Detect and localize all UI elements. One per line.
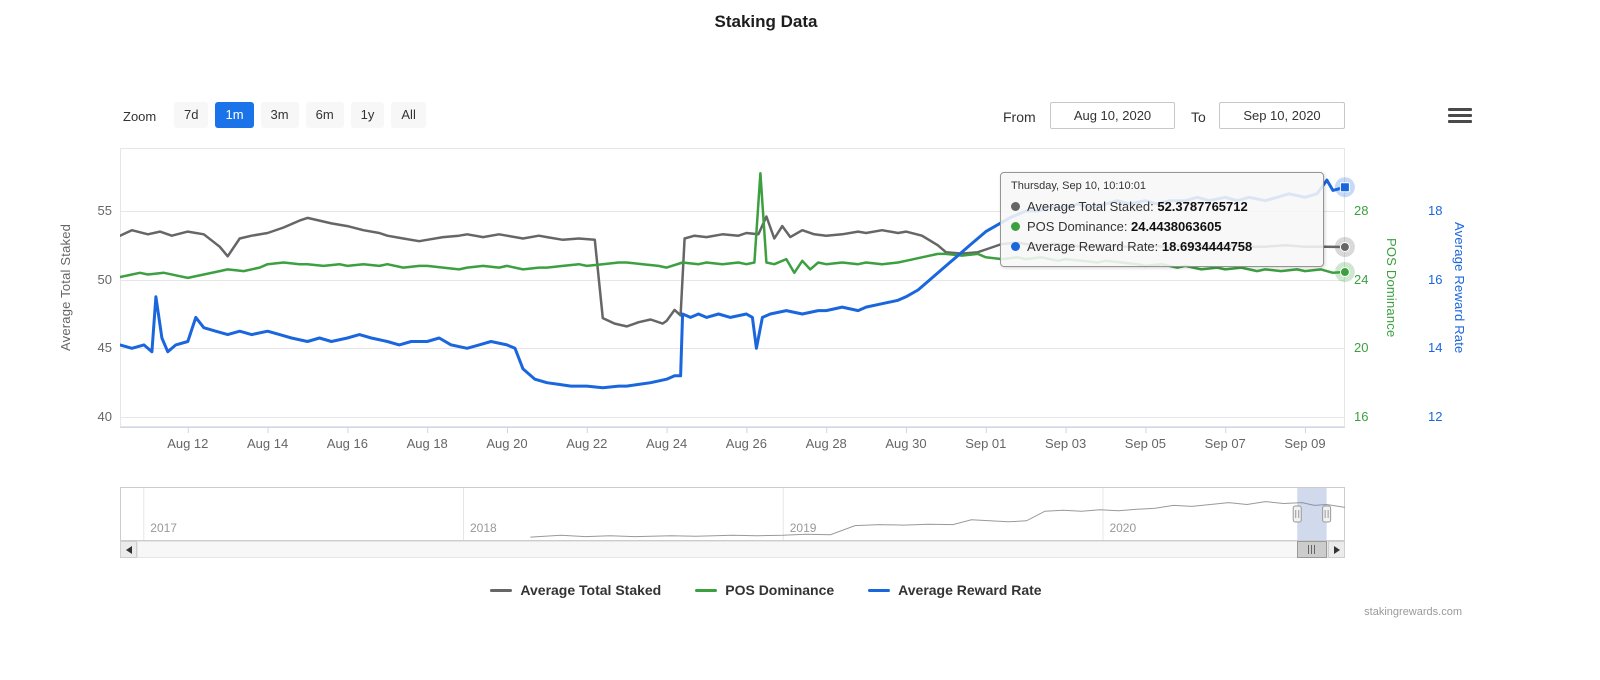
- y-axis-label-pos: 20: [1354, 340, 1369, 356]
- scrollbar: [120, 541, 1345, 558]
- legend-label: POS Dominance: [725, 582, 835, 598]
- zoom-label: Zoom: [123, 109, 157, 124]
- chart-title: Staking Data: [714, 12, 818, 31]
- navigator-outline: [120, 487, 1345, 541]
- navigator-year-label: 2018: [470, 521, 497, 535]
- plot-border: [120, 148, 1345, 427]
- zoom-button-6m[interactable]: 6m: [305, 102, 344, 128]
- point-marker-pos[interactable]: [1339, 267, 1350, 278]
- zoom-button-1y[interactable]: 1y: [350, 102, 385, 128]
- chart-tooltip: Thursday, Sep 10, 10:10:01 Average Total…: [1000, 172, 1324, 267]
- x-axis-label: Aug 16: [326, 436, 368, 451]
- y-axis-label-reward: 16: [1428, 271, 1443, 287]
- navigator-year-label: 2017: [150, 521, 177, 535]
- pos-dominance-axis-title: POS Dominance: [1384, 237, 1399, 338]
- scrollbar-track[interactable]: [137, 541, 1328, 558]
- tooltip-header: Thursday, Sep 10, 10:10:01: [1011, 180, 1146, 192]
- x-axis-label: Sep 09: [1284, 436, 1326, 451]
- navigator-handle-left[interactable]: [1292, 505, 1302, 523]
- navigator-handle-right[interactable]: [1322, 505, 1332, 523]
- zoom-button-all[interactable]: All: [391, 102, 426, 128]
- legend-swatch-icon: [868, 588, 891, 592]
- navigator-selected-range[interactable]: [1297, 488, 1327, 540]
- y-axis-label-pos: 16: [1354, 409, 1369, 424]
- y-axis-label-staked: 40: [97, 409, 112, 424]
- x-axis-label: Aug 28: [805, 436, 847, 451]
- to-label: To: [1191, 109, 1206, 125]
- zoom-button-7d[interactable]: 7d: [174, 102, 209, 128]
- tooltip-row: POS Dominance: 24.4438063605: [1011, 217, 1313, 237]
- tooltip-row: Average Reward Rate: 18.6934444758: [1011, 237, 1313, 257]
- scrollbar-left-arrow[interactable]: [120, 541, 137, 558]
- hamburger-menu-icon[interactable]: [1448, 108, 1472, 123]
- legend-swatch-icon: [695, 588, 718, 592]
- zoom-button-3m[interactable]: 3m: [260, 102, 299, 128]
- legend-item-average-reward-rate[interactable]: Average Reward Rate: [868, 582, 1042, 598]
- y-axis-label-reward: 12: [1428, 409, 1443, 424]
- zoom-button-group: 7d 1m 3m 6m 1y All: [174, 102, 426, 128]
- series-dot-icon: [1011, 202, 1020, 211]
- legend-item-average-total-staked[interactable]: Average Total Staked: [490, 582, 661, 598]
- series-dot-icon: [1011, 242, 1020, 251]
- series-dot-icon: [1011, 222, 1020, 231]
- zoom-button-1m[interactable]: 1m: [215, 102, 254, 128]
- scrollbar-thumb[interactable]: [1297, 541, 1327, 558]
- x-axis-label: Sep 03: [1044, 436, 1087, 451]
- legend-swatch-icon: [490, 588, 513, 592]
- legend-item-pos-dominance[interactable]: POS Dominance: [695, 582, 834, 598]
- x-axis-label: Aug 26: [725, 436, 767, 451]
- tooltip-rows: Average Total Staked: 52.3787765712 POS D…: [1011, 197, 1313, 257]
- point-marker-reward[interactable]: [1339, 182, 1350, 193]
- from-date-input[interactable]: [1050, 102, 1175, 129]
- y-axis-label-staked: 45: [97, 340, 112, 356]
- x-axis-label: Aug 20: [486, 436, 528, 451]
- y-axis-label-reward: 18: [1428, 203, 1443, 218]
- y-axis-label-pos: 24: [1354, 271, 1369, 287]
- navigator-year-label: 2020: [1109, 521, 1137, 535]
- x-axis-label: Sep 01: [965, 436, 1007, 451]
- y-axis-label-reward: 14: [1428, 340, 1443, 356]
- x-axis-label: Sep 05: [1124, 436, 1166, 451]
- point-marker-staked[interactable]: [1339, 241, 1350, 252]
- x-axis-label: Aug 14: [246, 436, 289, 451]
- y-axis-label-staked: 50: [97, 271, 112, 287]
- x-axis-label: Aug 24: [645, 436, 688, 451]
- navigator-mini-chart[interactable]: [120, 487, 1345, 541]
- tooltip-row: Average Total Staked: 52.3787765712: [1011, 197, 1313, 217]
- x-axis-label: Aug 18: [406, 436, 448, 451]
- reward-rate-axis-title: Average Reward Rate: [1452, 221, 1467, 354]
- y-axis-label-pos: 28: [1354, 203, 1369, 218]
- navigator-series-line: [530, 501, 1345, 538]
- scrollbar-right-arrow[interactable]: [1328, 541, 1345, 558]
- y-axis-label-staked: 55: [97, 203, 112, 218]
- legend-label: Average Total Staked: [520, 582, 662, 598]
- from-label: From: [1003, 109, 1036, 125]
- to-date-input[interactable]: [1219, 102, 1345, 129]
- legend-label: Average Reward Rate: [898, 582, 1042, 598]
- legend: Average Total Staked POS Dominance Average…: [0, 582, 1532, 598]
- x-axis-label: Aug 22: [566, 436, 608, 451]
- x-axis-label: Aug 12: [167, 436, 209, 451]
- x-axis-label: Aug 30: [885, 436, 927, 451]
- watermark-credits[interactable]: stakingrewards.com: [1364, 606, 1462, 618]
- navigator-year-label: 2019: [789, 521, 817, 535]
- x-axis-label: Sep 07: [1204, 436, 1246, 451]
